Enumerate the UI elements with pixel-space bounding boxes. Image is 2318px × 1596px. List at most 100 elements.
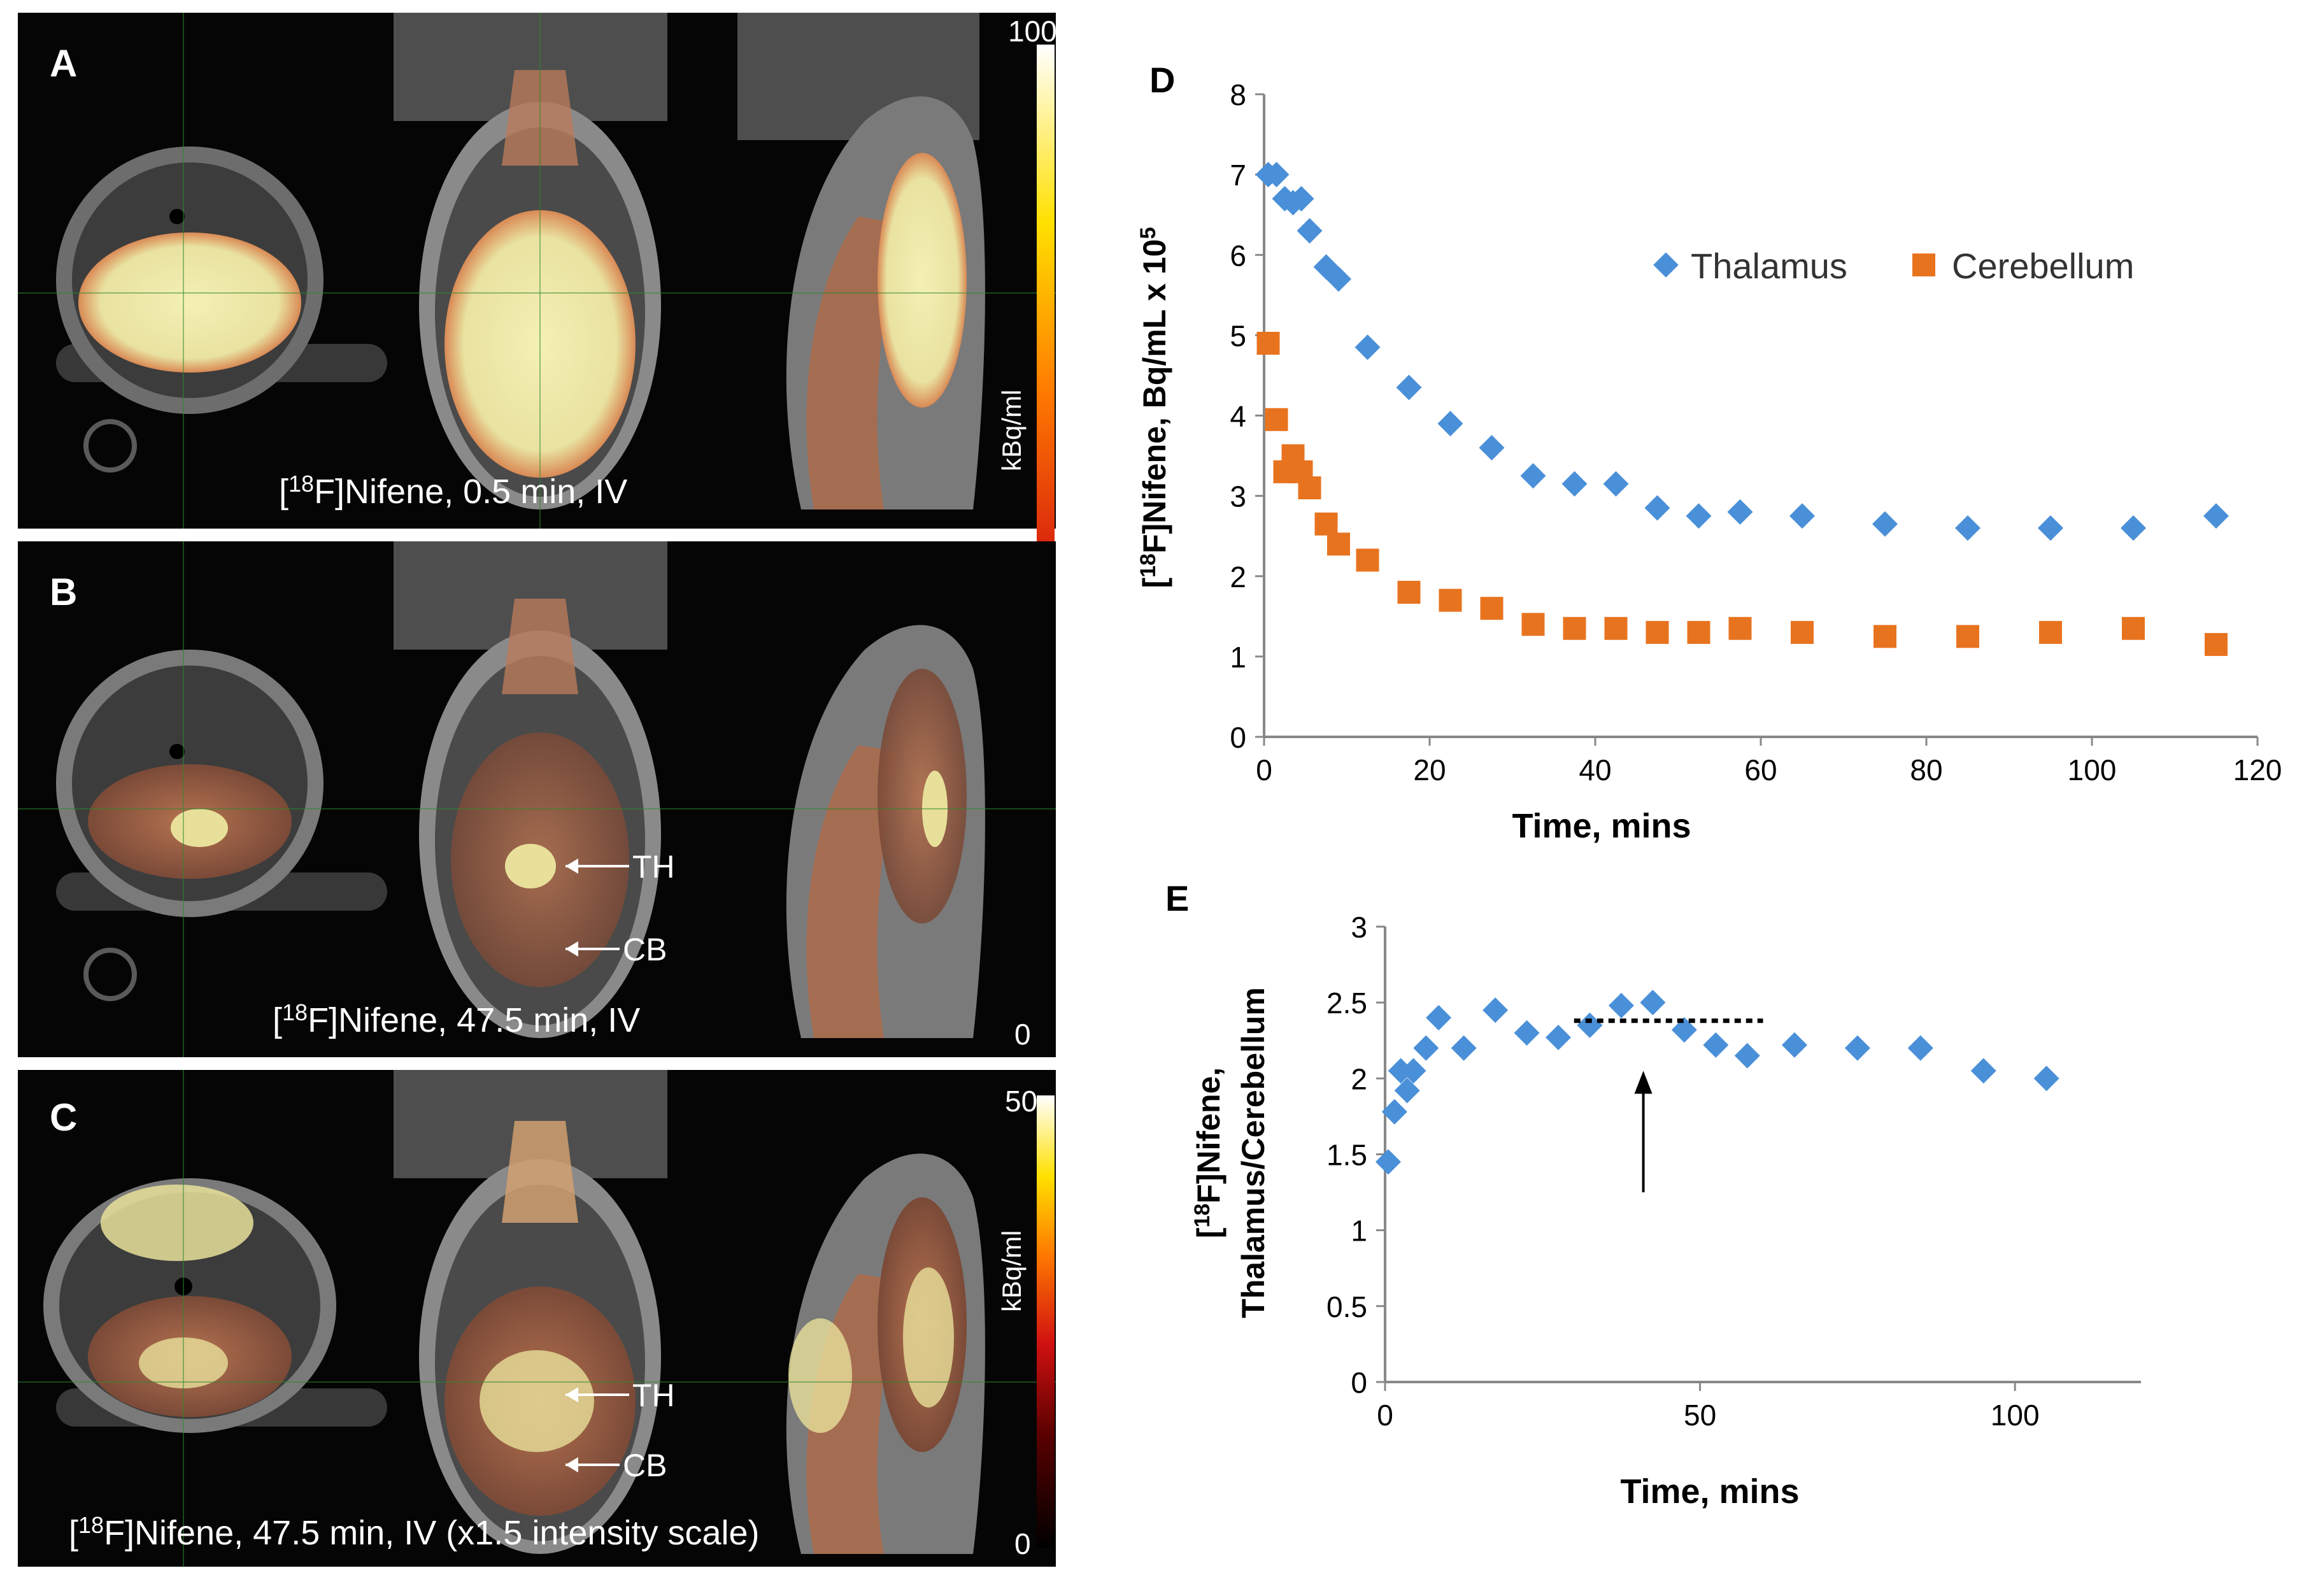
data-point-diamond xyxy=(1400,1058,1426,1084)
y-tick-label: 4 xyxy=(1230,400,1246,433)
panel-letter: B xyxy=(50,571,77,613)
data-point-diamond xyxy=(1872,511,1898,537)
data-point-square xyxy=(1439,588,1462,612)
pet-panel-a: A 100 kBq/ml [18F]Nifene, 0.5 min, IV xyxy=(18,13,1057,1038)
color-scale-unit: kBq/ml xyxy=(997,1230,1027,1312)
y-tick-label: 7 xyxy=(1230,159,1246,192)
arrow-head xyxy=(1634,1071,1653,1094)
color-scale-min: 0 xyxy=(1014,1527,1031,1560)
data-point-square xyxy=(1256,331,1280,355)
data-point-square xyxy=(1327,532,1350,556)
color-scale-unit: kBq/ml xyxy=(997,390,1027,471)
data-point-square xyxy=(2122,616,2145,640)
x-tick-label: 50 xyxy=(1684,1399,1716,1432)
data-point-diamond xyxy=(1955,515,1980,541)
data-point-diamond xyxy=(1671,1017,1697,1043)
data-point-diamond xyxy=(1703,1032,1729,1058)
data-point-diamond xyxy=(1437,411,1463,437)
chart-e-axes xyxy=(1376,925,2141,1391)
data-point-diamond xyxy=(1479,434,1505,460)
x-tick-label: 100 xyxy=(1991,1399,2040,1432)
legend-thalamus-label: Thalamus xyxy=(1691,246,1847,286)
panel-letter-d: D xyxy=(1149,60,1175,100)
data-point-diamond xyxy=(1781,1032,1807,1058)
y-tick-label: 2 xyxy=(1230,560,1246,594)
chart-d-legend: Thalamus Cerebellum xyxy=(1653,246,2134,286)
y-tick-label: 0 xyxy=(1230,721,1246,754)
legend-cerebellum-label: Cerebellum xyxy=(1952,246,2134,286)
y-tick-label: 2 xyxy=(1351,1062,1367,1095)
data-point-square xyxy=(1298,476,1321,500)
chart-d-xlabel: Time, mins xyxy=(1512,807,1691,845)
x-tick-label: 100 xyxy=(2068,753,2117,787)
panel-caption: [18F]Nifene, 47.5 min, IV (x1.5 intensit… xyxy=(69,1512,760,1552)
data-point-diamond xyxy=(1514,1020,1540,1046)
data-point-diamond xyxy=(1727,499,1753,525)
y-tick-label: 5 xyxy=(1230,319,1246,352)
data-point-square xyxy=(1563,616,1586,640)
data-point-diamond xyxy=(1483,997,1509,1023)
data-point-diamond xyxy=(1734,1043,1760,1069)
data-point-diamond xyxy=(2121,515,2146,541)
data-point-square xyxy=(1397,580,1421,604)
data-point-diamond xyxy=(1297,218,1323,244)
data-point-diamond xyxy=(1789,503,1815,529)
legend-cerebellum-marker xyxy=(1912,253,1935,276)
annotation-th: TH xyxy=(632,849,675,885)
data-point-square xyxy=(1728,616,1752,640)
data-point-diamond xyxy=(1561,471,1588,497)
chart-d-ylabel: [18F]Nifene, Bq/mL x 105 xyxy=(1136,227,1172,588)
annotation-th: TH xyxy=(632,1378,675,1413)
pet-panel-c: TH CB C 50 kBq/ml 0 [18F]Nifene, 47.5 mi… xyxy=(18,1070,1056,1567)
data-point-diamond xyxy=(1288,185,1314,211)
data-point-diamond xyxy=(1326,266,1351,292)
x-tick-label: 20 xyxy=(1413,753,1446,787)
legend-thalamus-marker xyxy=(1653,252,1679,278)
data-point-square xyxy=(1521,613,1545,636)
annotation-cb: CB xyxy=(623,1448,667,1483)
data-point-square xyxy=(1791,621,1814,645)
chart-e-marks xyxy=(1375,990,2059,1193)
data-point-square xyxy=(1480,597,1504,620)
data-point-diamond xyxy=(1603,471,1629,497)
x-tick-label: 80 xyxy=(1910,753,1942,787)
data-point-diamond xyxy=(1375,1149,1401,1175)
data-point-diamond xyxy=(1396,374,1422,401)
data-point-diamond xyxy=(1381,1099,1407,1125)
data-point-diamond xyxy=(1426,1005,1452,1030)
data-point-diamond xyxy=(2033,1065,2059,1092)
y-tick-label: 3 xyxy=(1230,480,1246,513)
color-scale-bar xyxy=(1037,1095,1055,1548)
data-point-diamond xyxy=(2038,515,2063,541)
data-point-square xyxy=(1265,408,1288,431)
chart-e-ylabel-line2: Thalamus/Cerebellum xyxy=(1235,987,1271,1318)
data-point-square xyxy=(2039,621,2062,645)
data-point-diamond xyxy=(2203,503,2229,529)
annotation-cb: CB xyxy=(623,932,667,967)
chart-e: E 0 0.5 1 1.5 2 2.5 3 0 50 100 Time, mins [18F]Ni… xyxy=(1165,878,2141,1511)
data-point-square xyxy=(1356,548,1379,572)
x-tick-label: 0 xyxy=(1256,753,1272,787)
panel-letter: A xyxy=(50,42,77,85)
data-point-diamond xyxy=(1844,1035,1870,1061)
thalamus-hotspot xyxy=(480,1350,594,1452)
data-point-diamond xyxy=(1640,990,1666,1016)
y-tick-label: 8 xyxy=(1230,78,1246,111)
pet-panel-b: TH CB B 0 [18F]Nifene, 47.5 min, IV xyxy=(18,541,1056,1057)
axial-brain-uptake xyxy=(78,232,301,373)
chart-e-tick-labels: 0 0.5 1 1.5 2 2.5 3 0 50 100 xyxy=(1326,911,2039,1432)
data-point-diamond xyxy=(1520,463,1546,489)
x-tick-label: 60 xyxy=(1744,753,1777,787)
chart-e-ylabel-line1: [18F]Nifene, xyxy=(1190,1067,1227,1238)
chart-e-xlabel: Time, mins xyxy=(1620,1472,1799,1511)
data-point-diamond xyxy=(1970,1058,1996,1084)
x-tick-label: 0 xyxy=(1377,1399,1393,1432)
data-point-square xyxy=(1956,625,1979,648)
color-scale-min: 0 xyxy=(1014,1018,1031,1051)
data-point-diamond xyxy=(1644,495,1670,521)
chart-d-marks xyxy=(1255,162,2229,656)
x-tick-label: 120 xyxy=(2233,753,2282,787)
